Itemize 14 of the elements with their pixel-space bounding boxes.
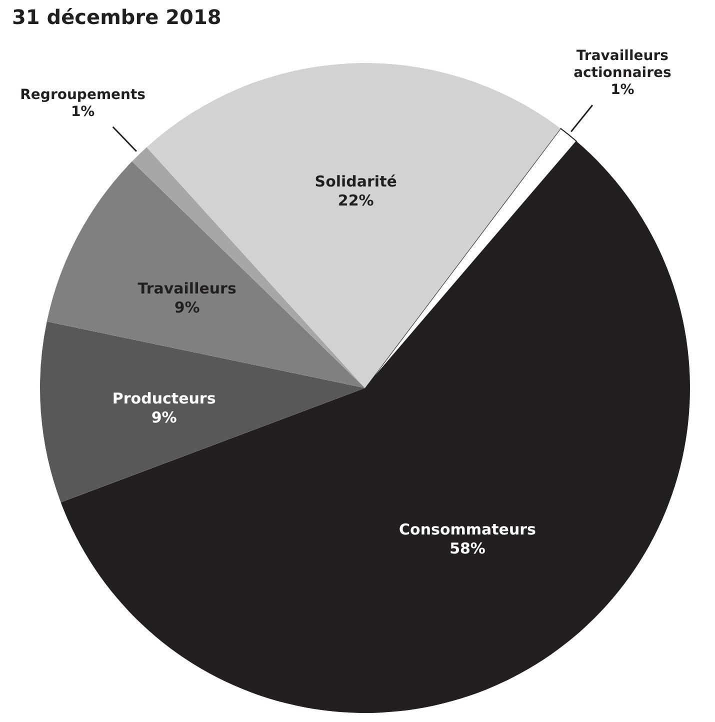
slice-label: Solidarité (314, 172, 397, 191)
data-label: 1% (70, 104, 95, 120)
slice-label: Travailleurs (138, 279, 236, 298)
pie-slice (40, 322, 365, 502)
slice-label: Regroupements (20, 86, 146, 103)
data-label: 9% (151, 408, 177, 426)
data-label: 22% (338, 192, 374, 210)
slice-label: Travailleurs actionnaires (574, 48, 672, 82)
slice-label: Consommateurs (399, 520, 536, 538)
data-label: 1% (610, 82, 634, 98)
data-label: 58% (450, 539, 486, 558)
chart-title: 31 décembre 2018 (12, 5, 222, 29)
slice-label: Producteurs (112, 389, 216, 408)
data-label: 9% (174, 298, 200, 316)
